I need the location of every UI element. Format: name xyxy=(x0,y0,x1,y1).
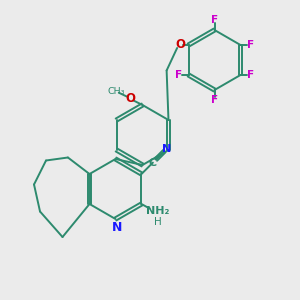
Text: F: F xyxy=(247,40,254,50)
Text: C: C xyxy=(149,158,157,168)
Text: NH₂: NH₂ xyxy=(146,206,170,216)
Text: F: F xyxy=(247,70,254,80)
Text: N: N xyxy=(112,221,122,234)
Text: N: N xyxy=(162,144,171,154)
Text: F: F xyxy=(211,94,218,105)
Text: F: F xyxy=(176,70,182,80)
Text: H: H xyxy=(154,217,162,227)
Text: O: O xyxy=(175,38,185,52)
Text: O: O xyxy=(125,92,135,105)
Text: CH₃: CH₃ xyxy=(108,87,125,96)
Text: F: F xyxy=(211,15,218,26)
